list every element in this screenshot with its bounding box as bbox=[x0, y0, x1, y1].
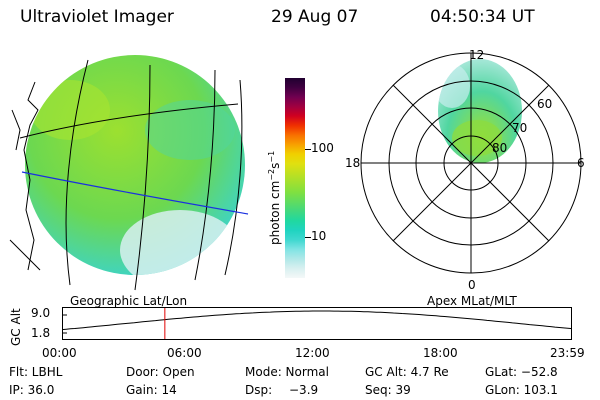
dsp-value: −3.9 bbox=[289, 383, 319, 397]
altitude-xtick-1200: 12:00 bbox=[295, 346, 330, 360]
instrument-title: Ultraviolet Imager bbox=[20, 7, 174, 27]
altitude-xtick-1800: 18:00 bbox=[423, 346, 458, 360]
gain-info: Gain: 14 bbox=[126, 383, 177, 397]
altitude-ytick-9: 9.0 bbox=[31, 306, 51, 320]
geographic-aurora-disk bbox=[25, 55, 245, 275]
coastline bbox=[9, 81, 41, 271]
longitude-line bbox=[224, 79, 243, 276]
gc-alt-info: GC Alt: 4.7 Re bbox=[365, 365, 449, 379]
mlat-label-80: 80 bbox=[492, 141, 508, 155]
altitude-xtick-0000: 00:00 bbox=[42, 346, 77, 360]
colorbar-tick-mark bbox=[305, 237, 311, 238]
altitude-plot-frame bbox=[62, 307, 572, 340]
filter-info: Flt: LBHL bbox=[9, 365, 63, 379]
mlt-axis bbox=[392, 84, 550, 242]
date-label: 29 Aug 07 bbox=[271, 7, 359, 27]
mlat-label-60: 60 bbox=[537, 97, 553, 111]
terminator-line bbox=[21, 171, 249, 215]
longitude-line bbox=[194, 69, 216, 281]
polar-aurora-region bbox=[438, 59, 522, 163]
glat-info: GLat: −52.8 bbox=[485, 365, 558, 379]
longitude-line bbox=[65, 59, 89, 286]
geographic-image-panel bbox=[9, 55, 249, 291]
altitude-curve bbox=[62, 310, 573, 331]
mlt-label-0: 0 bbox=[468, 278, 476, 292]
colorbar-tick-10: 10 bbox=[311, 229, 327, 243]
ip-info: IP: 36.0 bbox=[9, 383, 55, 397]
glon-info: GLon: 103.1 bbox=[485, 383, 558, 397]
mlat-label-70: 70 bbox=[512, 121, 528, 135]
colorbar-gradient bbox=[285, 78, 305, 278]
mlt-label-18: 18 bbox=[345, 156, 361, 170]
mode-info: Mode: Normal bbox=[245, 365, 329, 379]
colorbar-unit-label: photon cm−2s−1 bbox=[267, 150, 282, 245]
altitude-xtick-0600: 06:00 bbox=[167, 346, 202, 360]
colorbar-tick-100: 100 bbox=[311, 141, 334, 155]
door-info: Door: Open bbox=[126, 365, 195, 379]
dsp-label: Dsp: bbox=[245, 383, 273, 397]
right-panel-title: Apex MLat/MLT bbox=[427, 294, 517, 308]
latitude-line bbox=[19, 103, 239, 139]
left-panel-title: Geographic Lat/Lon bbox=[70, 294, 188, 308]
mlt-label-6: 6 bbox=[577, 156, 585, 170]
altitude-plot bbox=[62, 307, 573, 340]
colorbar-tick-mark bbox=[305, 149, 311, 150]
polar-plot bbox=[360, 52, 582, 274]
time-label: 04:50:34 UT bbox=[430, 7, 535, 27]
seq-info: Seq: 39 bbox=[365, 383, 411, 397]
mlt-label-12: 12 bbox=[469, 48, 485, 62]
colorbar bbox=[285, 78, 305, 278]
altitude-ytick-1.8: 1.8 bbox=[31, 326, 51, 340]
longitude-line bbox=[134, 64, 151, 291]
altitude-xtick-2359: 23:59 bbox=[550, 346, 585, 360]
altitude-ylabel: GC Alt bbox=[9, 308, 23, 346]
